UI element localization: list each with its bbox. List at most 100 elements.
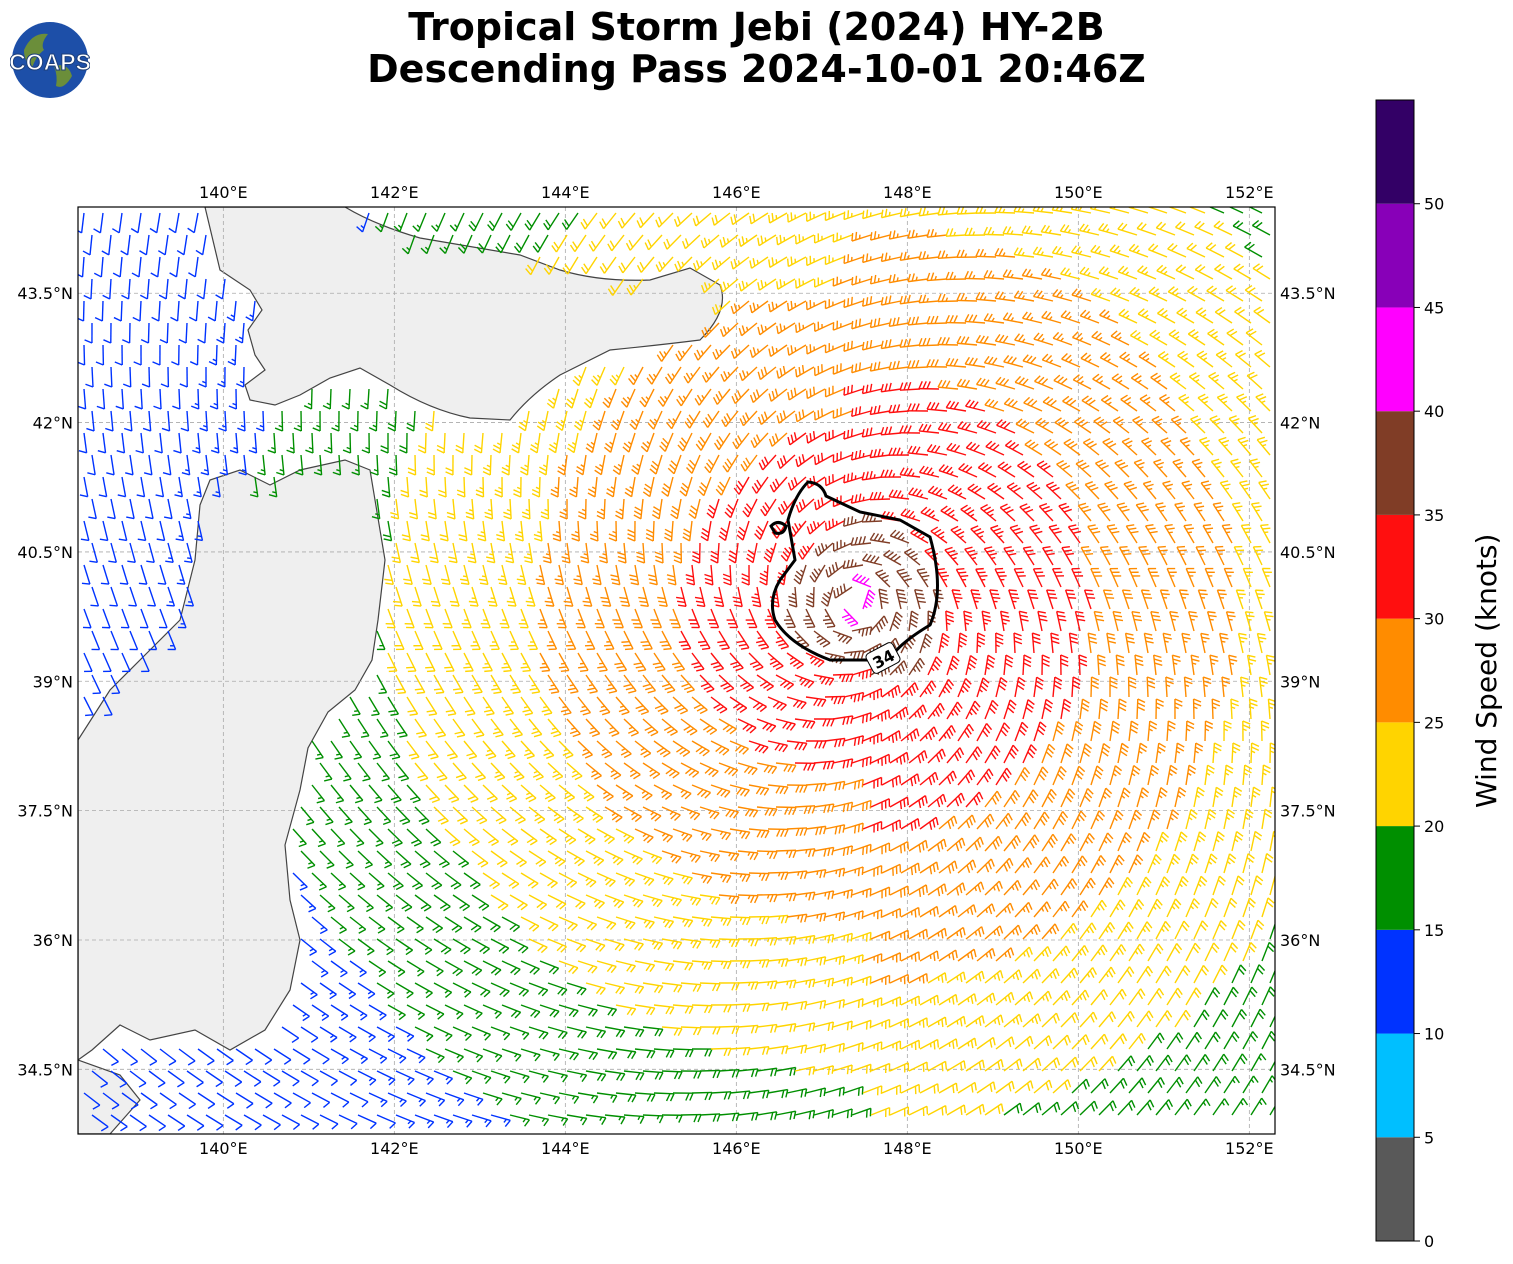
wind-barb bbox=[245, 300, 256, 322]
wind-barb bbox=[1197, 393, 1214, 412]
wind-barb bbox=[482, 652, 493, 673]
wind-barb bbox=[95, 344, 105, 366]
wind-barb bbox=[956, 292, 978, 302]
wind-barb bbox=[666, 410, 682, 430]
wind-barb bbox=[1013, 632, 1023, 654]
wind-barb bbox=[1031, 632, 1041, 654]
wind-barb bbox=[625, 234, 644, 251]
wind-barb bbox=[417, 432, 427, 454]
wind-barb bbox=[1059, 224, 1081, 236]
wind-barb bbox=[1176, 307, 1195, 324]
wind-barb bbox=[551, 234, 568, 253]
wind-barb bbox=[156, 520, 166, 542]
wind-barb bbox=[1167, 242, 1187, 258]
wind-barb bbox=[731, 388, 750, 405]
wind-barb bbox=[1147, 567, 1160, 588]
wind-barb bbox=[520, 454, 530, 476]
wind-barb bbox=[1253, 306, 1271, 324]
wind-barb bbox=[947, 484, 967, 500]
wind-barb bbox=[1013, 247, 1035, 258]
wind-barb bbox=[439, 520, 449, 542]
wind-barb bbox=[484, 498, 494, 520]
wind-barb bbox=[1261, 567, 1272, 588]
wind-barb bbox=[1230, 458, 1244, 478]
wind-barb bbox=[697, 476, 712, 497]
wind-barb bbox=[624, 476, 636, 498]
wind-barb bbox=[378, 388, 389, 410]
wind-barb bbox=[620, 388, 636, 408]
wind-barb bbox=[926, 401, 948, 412]
wind-barb bbox=[1207, 328, 1225, 346]
wind-barb bbox=[1081, 395, 1100, 412]
wind-barb bbox=[738, 322, 758, 337]
wind-barb bbox=[109, 586, 119, 607]
wind-barb bbox=[1179, 437, 1195, 456]
colorbar-tick-7: 35 bbox=[1424, 506, 1444, 525]
wind-barb bbox=[673, 542, 683, 564]
wind-barb bbox=[331, 410, 340, 432]
colorbar-bin-10 bbox=[1376, 100, 1414, 204]
wind-barb bbox=[465, 498, 475, 520]
wind-barb bbox=[1014, 333, 1035, 346]
wind-barb bbox=[869, 532, 891, 544]
wind-barb bbox=[543, 212, 560, 231]
wind-barb bbox=[406, 652, 417, 673]
wind-barb bbox=[157, 234, 169, 256]
wind-barb bbox=[768, 432, 788, 447]
wind-barb bbox=[1097, 654, 1107, 676]
wind-barb bbox=[176, 234, 188, 256]
wind-barb bbox=[1240, 523, 1252, 544]
wind-barb bbox=[112, 256, 123, 278]
wind-barb bbox=[851, 318, 872, 330]
wind-barb bbox=[730, 344, 750, 360]
colorbar-tick-1: 5 bbox=[1424, 1128, 1434, 1147]
colorbar-tick-3: 15 bbox=[1424, 921, 1444, 940]
wind-barb bbox=[1154, 502, 1168, 522]
lon-tick-top-5: 150°E bbox=[1054, 183, 1103, 202]
wind-barb bbox=[656, 344, 674, 362]
wind-barb bbox=[1045, 481, 1062, 500]
wind-barb bbox=[511, 432, 522, 454]
wind-barb bbox=[596, 498, 606, 520]
wind-barb bbox=[464, 454, 473, 476]
wind-barb bbox=[674, 256, 693, 272]
wind-barb bbox=[411, 586, 422, 607]
wind-barb bbox=[977, 462, 997, 478]
wind-barb bbox=[813, 630, 831, 648]
wind-barb bbox=[88, 498, 97, 520]
wind-barb bbox=[179, 366, 188, 388]
wind-barb bbox=[1227, 371, 1244, 390]
wind-barb bbox=[1128, 243, 1149, 258]
wind-barb bbox=[1235, 589, 1246, 610]
wind-barb bbox=[598, 542, 608, 564]
wind-barb bbox=[1079, 309, 1100, 324]
wind-barb bbox=[1056, 459, 1073, 478]
wind-barb bbox=[869, 231, 891, 241]
wind-barb bbox=[726, 608, 739, 629]
wind-barb bbox=[795, 364, 815, 378]
wind-barb bbox=[168, 212, 180, 234]
wind-barb bbox=[862, 209, 883, 220]
wind-barb bbox=[967, 483, 986, 500]
wind-barb bbox=[951, 589, 963, 610]
wind-barb bbox=[529, 432, 541, 454]
colorbar: 0 5 10 15 20 25 30 35 40 45 50 bbox=[1375, 99, 1444, 1251]
wind-barb bbox=[1008, 589, 1020, 610]
wind-barb bbox=[899, 294, 921, 305]
wind-barb bbox=[119, 564, 129, 585]
wind-barb bbox=[813, 674, 835, 686]
wind-barb bbox=[1065, 481, 1081, 500]
wind-barb bbox=[1214, 545, 1225, 566]
wind-barb bbox=[990, 524, 1005, 544]
wind-barb bbox=[1174, 502, 1187, 522]
wind-barb bbox=[1041, 310, 1062, 324]
lat-tick-right-4: 37.5°N bbox=[1280, 802, 1336, 821]
wind-barb bbox=[538, 454, 549, 476]
wind-barb bbox=[706, 498, 720, 519]
wind-barb bbox=[667, 454, 682, 475]
wind-barb bbox=[1212, 502, 1225, 522]
wind-barb bbox=[1157, 350, 1176, 368]
wind-barb bbox=[1185, 567, 1196, 588]
wind-barb bbox=[1003, 397, 1024, 412]
wind-barb bbox=[795, 409, 815, 423]
